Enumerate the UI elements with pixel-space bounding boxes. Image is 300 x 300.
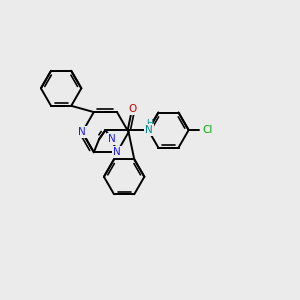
Text: N: N <box>78 127 86 137</box>
Text: Cl: Cl <box>202 125 213 135</box>
Text: O: O <box>128 104 136 114</box>
Text: N: N <box>113 147 121 157</box>
Text: H: H <box>146 119 152 128</box>
Text: N: N <box>145 125 153 135</box>
Text: N: N <box>108 134 116 144</box>
